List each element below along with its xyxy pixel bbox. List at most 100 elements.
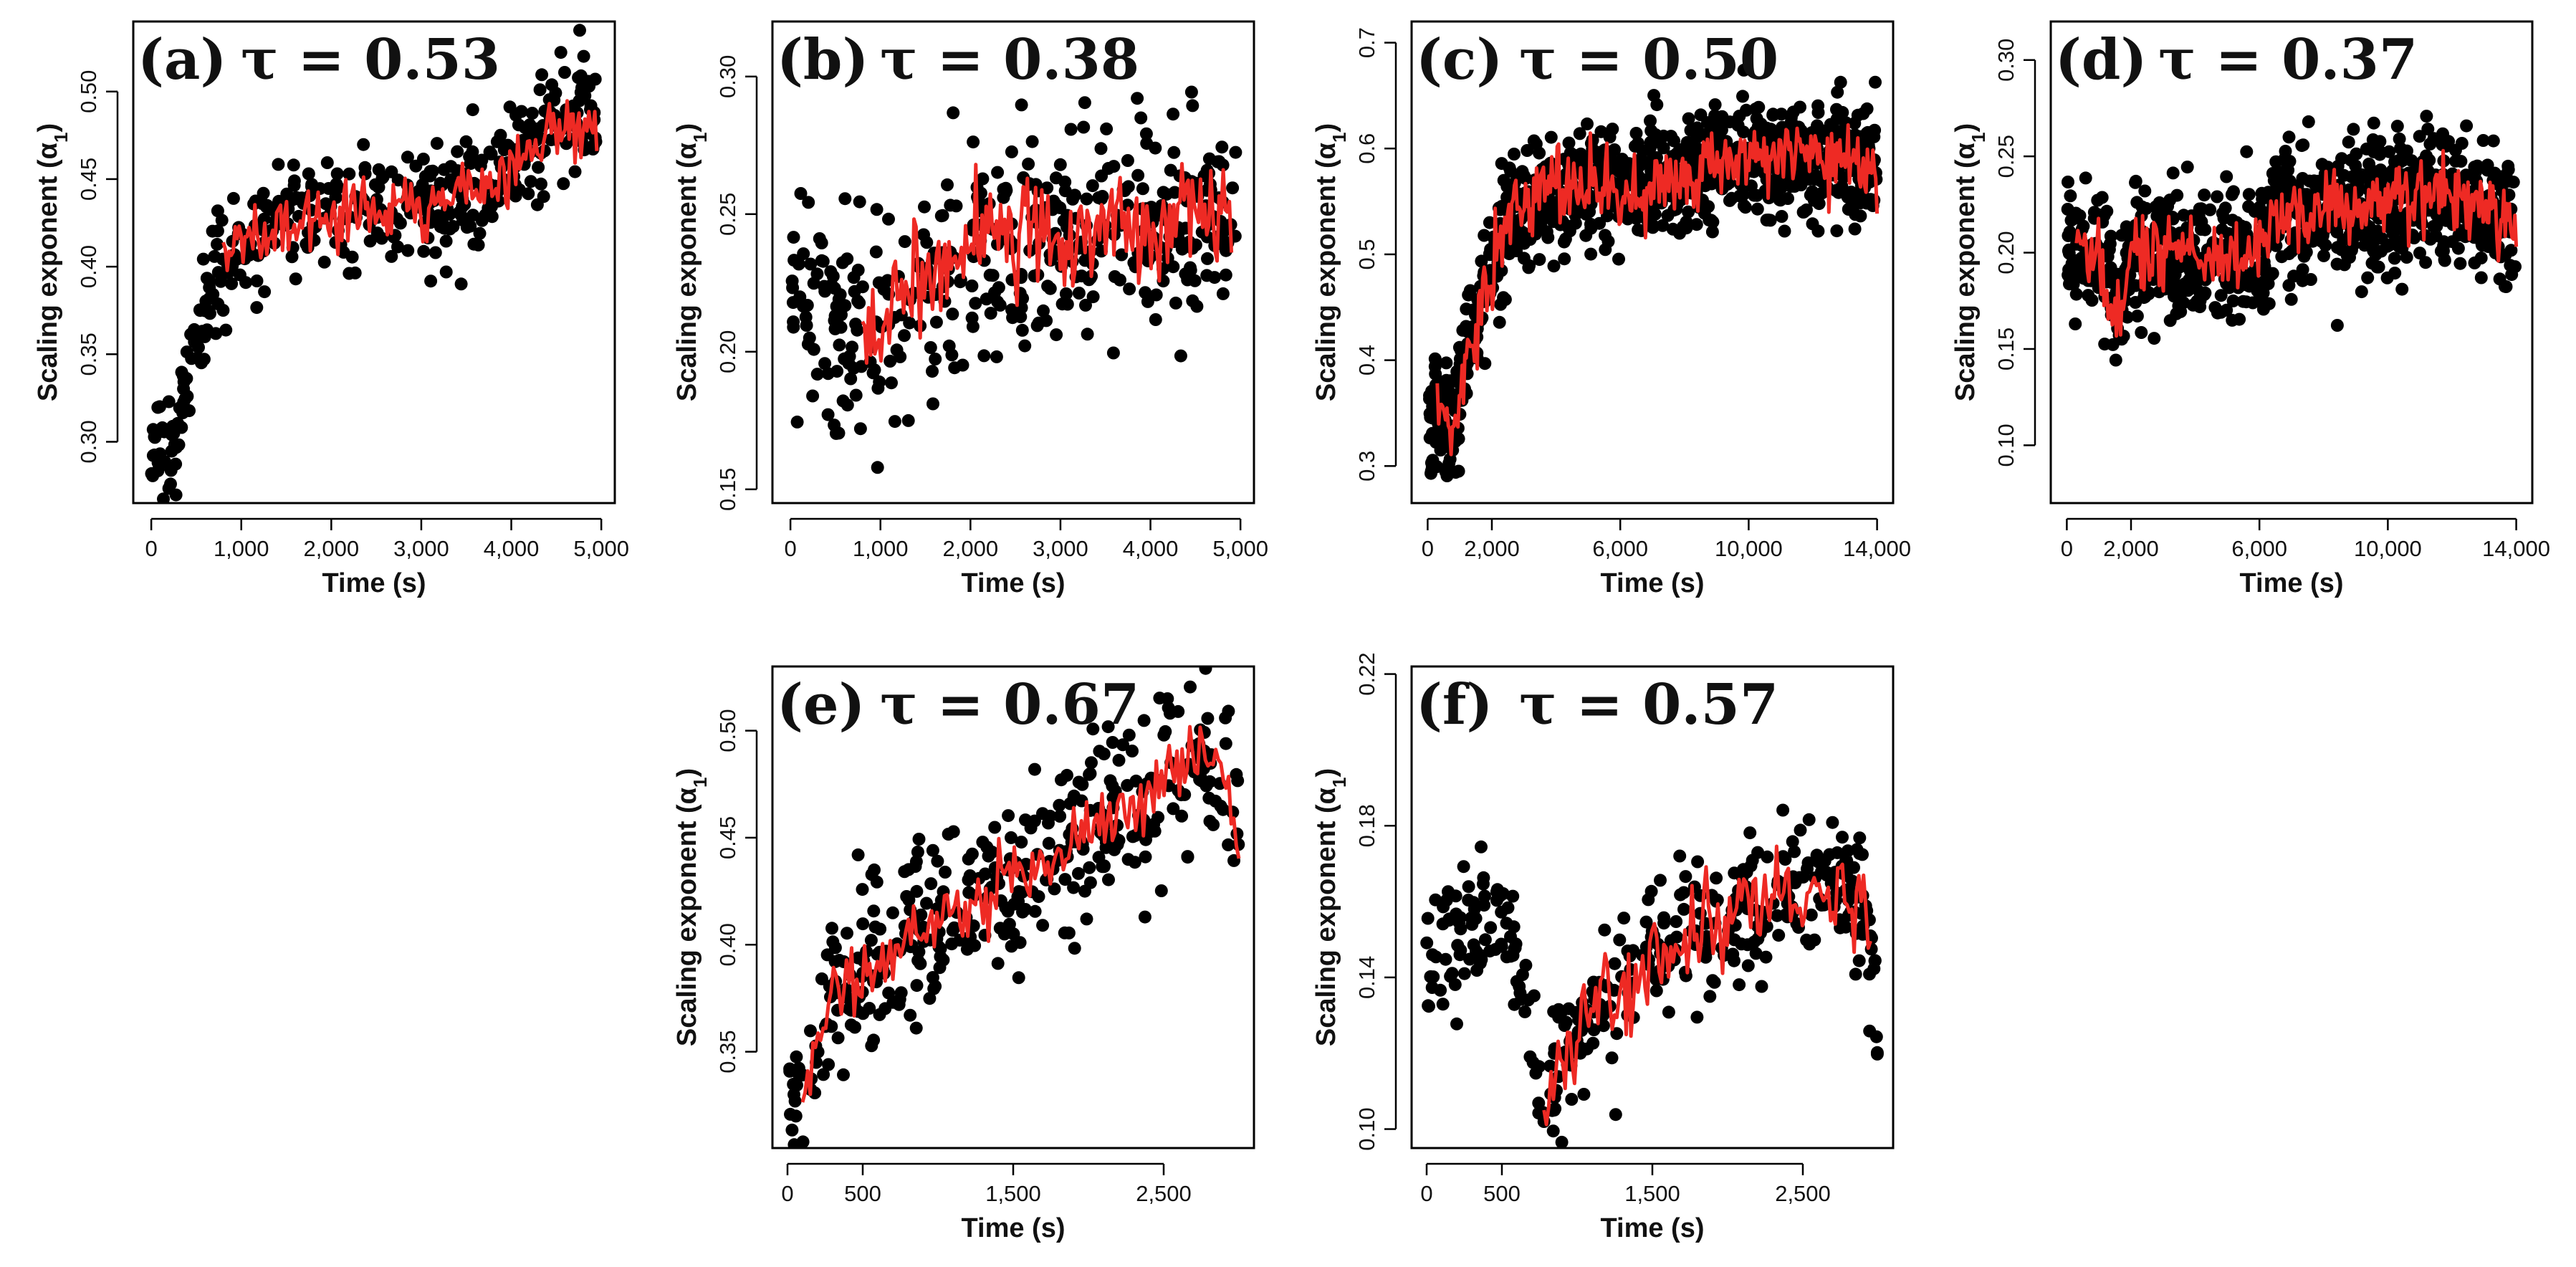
data-point bbox=[1030, 319, 1044, 333]
data-point bbox=[815, 972, 828, 985]
data-point bbox=[1096, 860, 1109, 874]
data-point bbox=[816, 254, 830, 268]
data-point bbox=[1424, 411, 1437, 424]
data-point bbox=[898, 235, 911, 249]
data-point bbox=[1834, 75, 1847, 89]
data-point bbox=[1501, 901, 1515, 914]
data-point bbox=[2317, 249, 2330, 262]
data-point bbox=[1151, 811, 1165, 824]
data-point bbox=[1581, 117, 1594, 130]
data-point bbox=[2062, 263, 2076, 277]
data-point bbox=[2393, 132, 2406, 145]
x-tick-label: 1,000 bbox=[214, 536, 269, 561]
data-point bbox=[849, 388, 863, 402]
data-point bbox=[1216, 287, 1230, 300]
data-point bbox=[2413, 247, 2426, 260]
data-point bbox=[868, 863, 881, 876]
data-point bbox=[1657, 141, 1670, 155]
x-tick-label: 0 bbox=[1420, 1181, 1432, 1206]
data-point bbox=[2085, 294, 2099, 307]
data-point bbox=[1759, 950, 1773, 964]
data-point bbox=[1849, 208, 1862, 221]
data-point bbox=[192, 340, 205, 354]
data-point bbox=[929, 980, 942, 993]
data-point bbox=[201, 323, 214, 337]
data-point bbox=[1612, 252, 1625, 266]
data-point bbox=[1475, 840, 1488, 854]
data-point bbox=[2172, 299, 2185, 312]
data-point bbox=[1478, 899, 1491, 912]
scatter-points-d bbox=[2061, 110, 2522, 367]
data-point bbox=[1778, 224, 1791, 238]
data-point bbox=[2361, 271, 2375, 285]
data-point bbox=[2282, 130, 2296, 144]
data-point bbox=[886, 906, 899, 919]
data-point bbox=[1116, 738, 1129, 752]
data-point bbox=[2304, 273, 2317, 286]
y-tick-label: 0.35 bbox=[715, 1030, 740, 1073]
data-point bbox=[937, 953, 950, 967]
data-point bbox=[2413, 130, 2426, 143]
data-point bbox=[1448, 977, 1462, 991]
y-tick-label: 0.45 bbox=[76, 158, 101, 201]
x-tick-label: 4,000 bbox=[1123, 536, 1179, 561]
data-point bbox=[454, 277, 468, 291]
data-point bbox=[1422, 1000, 1435, 1013]
alpha-subscript: 1 bbox=[1968, 133, 1989, 143]
data-point bbox=[1167, 260, 1180, 274]
data-point bbox=[990, 350, 1003, 363]
data-point bbox=[1690, 131, 1703, 145]
data-point bbox=[2275, 250, 2289, 264]
data-point bbox=[1121, 199, 1134, 212]
data-point bbox=[1541, 231, 1555, 244]
data-point bbox=[255, 197, 269, 210]
data-point bbox=[828, 322, 842, 335]
data-point bbox=[803, 331, 816, 345]
y-tick-label: 0.50 bbox=[715, 709, 740, 752]
y-tick-label: 0.6 bbox=[1354, 133, 1379, 164]
data-point bbox=[1199, 666, 1212, 675]
data-point bbox=[838, 192, 852, 206]
scatter-points-f bbox=[1420, 803, 1884, 1148]
data-point bbox=[1766, 108, 1780, 122]
data-point bbox=[2208, 301, 2222, 315]
data-point bbox=[898, 865, 911, 879]
data-point bbox=[1606, 123, 1619, 136]
data-point bbox=[878, 1002, 892, 1015]
data-point bbox=[941, 178, 954, 191]
data-point bbox=[1699, 950, 1713, 964]
data-point bbox=[1128, 856, 1141, 869]
data-point bbox=[1831, 85, 1844, 99]
data-point bbox=[1547, 1005, 1561, 1018]
data-point bbox=[1086, 722, 1100, 736]
data-point bbox=[946, 307, 959, 321]
data-point bbox=[1836, 831, 1849, 844]
data-point bbox=[1559, 219, 1573, 232]
data-point bbox=[1428, 360, 1442, 373]
data-point bbox=[1786, 835, 1799, 848]
data-point bbox=[158, 455, 171, 469]
data-point bbox=[2297, 246, 2311, 259]
data-point bbox=[2469, 165, 2483, 178]
data-point bbox=[1149, 288, 1163, 302]
data-point bbox=[1677, 902, 1690, 916]
data-point bbox=[1121, 154, 1134, 167]
y-tick-label: 0.14 bbox=[1354, 956, 1379, 999]
data-point bbox=[1161, 692, 1174, 705]
data-point bbox=[2218, 201, 2232, 215]
data-point bbox=[1515, 993, 1528, 1006]
data-point bbox=[2177, 209, 2190, 222]
data-point bbox=[1547, 215, 1560, 229]
data-point bbox=[1095, 169, 1109, 183]
data-point bbox=[393, 216, 407, 230]
y-tick-label: 0.10 bbox=[1993, 424, 2019, 467]
data-point bbox=[892, 998, 906, 1011]
y-axis-title: Scaling exponent (α1) bbox=[672, 768, 711, 1046]
data-point bbox=[2129, 296, 2142, 309]
data-point bbox=[2279, 145, 2292, 158]
data-point bbox=[302, 167, 315, 181]
data-point bbox=[1077, 120, 1091, 134]
data-point bbox=[1462, 288, 1475, 302]
data-point bbox=[1067, 881, 1081, 894]
data-point bbox=[439, 234, 453, 248]
